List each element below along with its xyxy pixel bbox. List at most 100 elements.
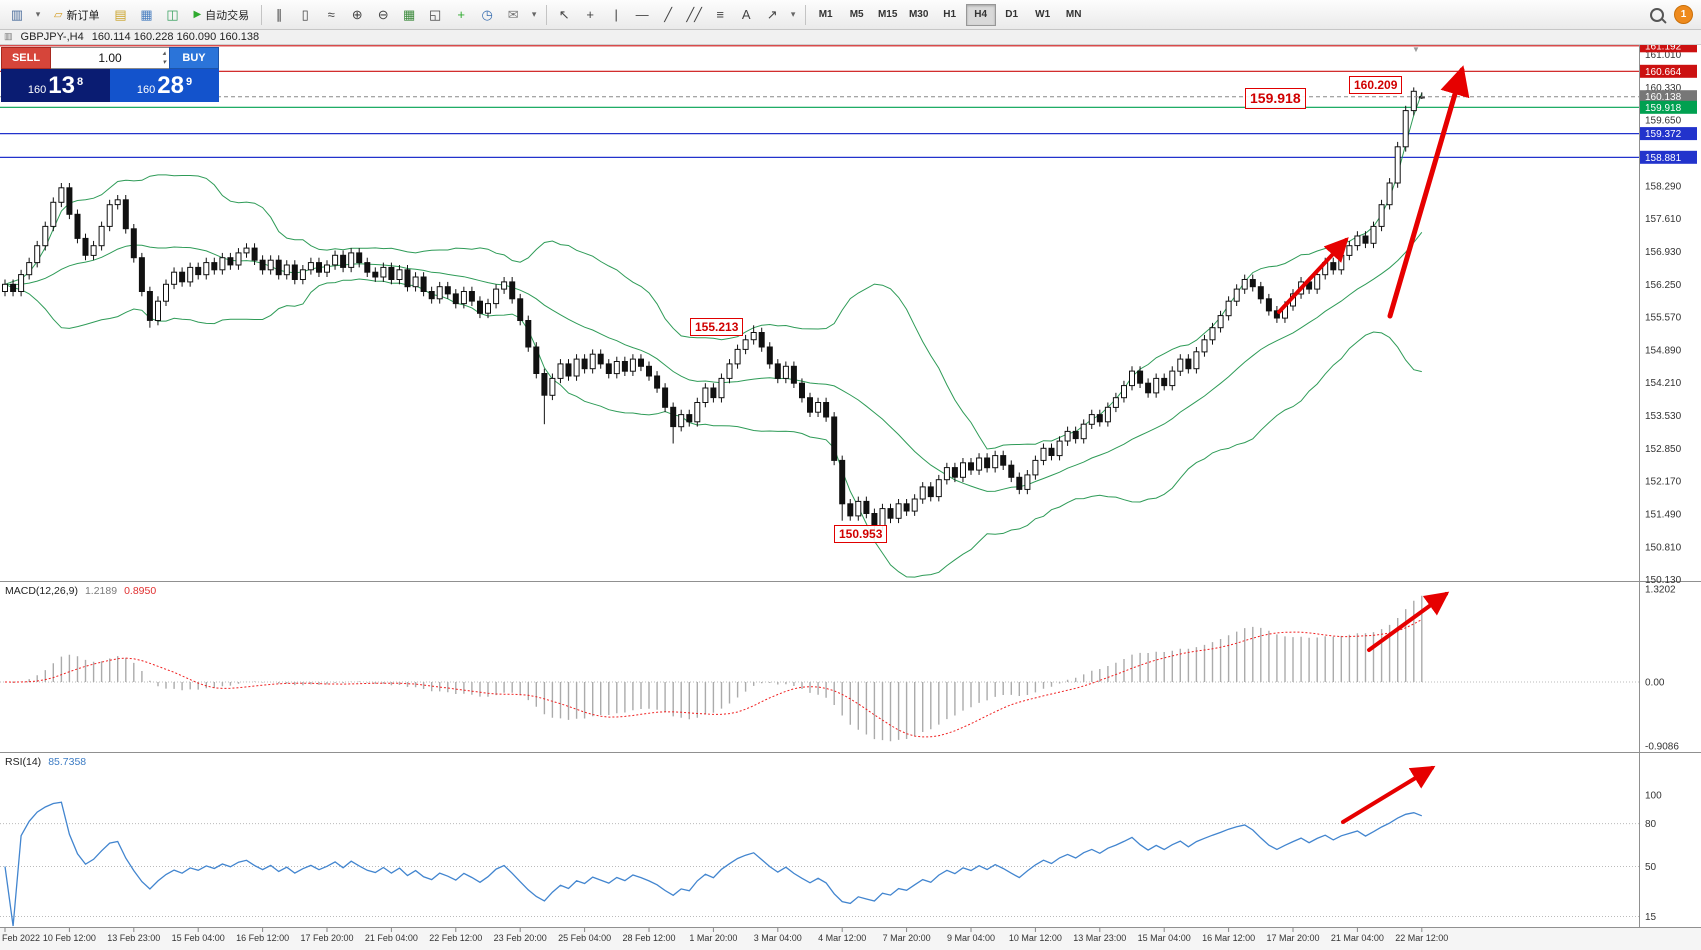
candle [10, 283, 17, 292]
new-chart-dropdown-icon[interactable]: ▾ [35, 9, 41, 19]
candle [1121, 385, 1127, 399]
channel-icon[interactable]: ╱╱ [686, 6, 702, 22]
timeframe-h1[interactable]: H1 [943, 9, 957, 20]
market-watch-icon[interactable]: ▦ [140, 6, 153, 22]
chart-window-title: ▥ GBPJPY-,H4 160.114 160.228 160.090 160… [0, 29, 1701, 45]
time-label: 23 Feb 20:00 [494, 933, 547, 943]
search-button[interactable] [1645, 3, 1669, 27]
price-label: 158.290 [1645, 181, 1682, 192]
time-label: 28 Feb 12:00 [622, 933, 675, 943]
candle [1088, 414, 1095, 425]
time-axis-labels[interactable]: Feb 2022 10 Feb 12:00 13 Feb 23:00 15 Feb 0… [2, 928, 1448, 943]
timeframe-m15[interactable]: M15 [877, 9, 898, 20]
notifications-badge[interactable]: 1 [1674, 5, 1693, 24]
candle [758, 332, 765, 348]
candle [251, 247, 258, 261]
spinner-up-icon[interactable]: ▴ [162, 50, 166, 57]
horizontal-line-icon[interactable]: — [635, 7, 649, 22]
time-axis[interactable] [0, 928, 1701, 950]
macd-main-value: 1.2189 [84, 585, 118, 597]
cursor-icon[interactable]: ↖ [558, 6, 570, 22]
timeframe-m5[interactable]: M5 [849, 9, 864, 20]
candle [525, 320, 532, 348]
candle [396, 269, 403, 280]
timeframe-m30[interactable]: M30 [908, 9, 929, 20]
cascade-windows-icon[interactable]: ◱ [429, 6, 442, 22]
price-axis[interactable]: 161.010 160.330 159.650 158.290 157.610 156.9… [1640, 39, 1697, 586]
price-label: 152.170 [1645, 477, 1682, 488]
profiles-icon[interactable]: ▤ [114, 6, 127, 22]
time-label: 17 Mar 20:00 [1266, 933, 1319, 943]
rsi-axis-label: 50 [1645, 862, 1657, 873]
candle [468, 291, 475, 302]
arrows-tool-icon[interactable]: ↗ [766, 6, 778, 22]
candle [702, 387, 709, 403]
trend-arrow-main[interactable] [1387, 65, 1470, 319]
rsi-axis[interactable]: 100 80 50 15 [1645, 791, 1662, 924]
volume-input[interactable]: 1.00 ▴ ▾ [51, 47, 169, 69]
macd-panel [0, 595, 1639, 742]
candle [428, 291, 435, 300]
zoom-out-icon[interactable]: ⊖ [377, 6, 389, 22]
zoom-in-icon[interactable]: ⊕ [351, 6, 363, 22]
candle [533, 346, 540, 374]
macd-arrow[interactable] [1367, 591, 1450, 652]
new-chart-icon[interactable]: ▥ [10, 6, 24, 22]
timeframe-mn[interactable]: MN [1065, 9, 1082, 20]
svg-text:161.192: 161.192 [1645, 41, 1682, 52]
vertical-line-icon[interactable]: | [614, 7, 618, 22]
line-chart-icon[interactable]: ≈ [327, 7, 335, 22]
candlestick-icon[interactable]: ▯ [301, 6, 309, 22]
price-callout[interactable]: 159.918 [1245, 88, 1306, 109]
data-window-icon[interactable]: ◫ [166, 6, 179, 22]
candle [460, 291, 467, 305]
rsi-arrow[interactable] [1341, 765, 1436, 824]
buy-button[interactable]: BUY [169, 47, 219, 69]
objects-dropdown-icon[interactable]: ▾ [790, 9, 796, 19]
time-label: 9 Mar 04:00 [947, 933, 995, 943]
periods-clock-icon[interactable]: ◷ [481, 6, 493, 22]
timeframe-m1[interactable]: M1 [818, 9, 833, 20]
candle [1273, 310, 1280, 319]
price-callout[interactable]: 160.209 [1349, 76, 1403, 94]
timeframe-d1[interactable]: D1 [1005, 9, 1019, 20]
macd-axis[interactable]: 1.3202 0.00 -0.9086 [1645, 585, 1679, 753]
trend-arrow-mid[interactable] [1277, 237, 1349, 314]
indicators-add-icon[interactable]: + [457, 7, 465, 22]
timeframe-w1[interactable]: W1 [1035, 9, 1051, 20]
candle [968, 462, 974, 471]
crosshair-icon[interactable]: + [586, 7, 594, 22]
candle [895, 503, 902, 519]
candle [654, 375, 661, 389]
price-tag [1640, 64, 1697, 78]
sell-button[interactable]: SELL [1, 47, 51, 69]
price-callout[interactable]: 155.213 [690, 318, 744, 336]
macd-signal-value: 0.8950 [124, 585, 157, 597]
price-callout[interactable]: 150.953 [834, 525, 888, 543]
volume-spinner[interactable]: ▴ ▾ [162, 49, 166, 67]
new-order-button[interactable]: ▱ 新订单 [47, 3, 106, 27]
time-label: 13 Feb 23:00 [107, 933, 160, 943]
spinner-down-icon[interactable]: ▾ [162, 59, 166, 66]
candle [26, 262, 33, 276]
chart-shift-marker-icon[interactable]: ▼ [1412, 45, 1420, 54]
trendline-icon[interactable]: ╱ [664, 6, 673, 22]
trend-arrows[interactable] [1277, 65, 1470, 824]
fibonacci-icon[interactable]: ≡ [716, 7, 724, 22]
candle [1354, 235, 1361, 247]
candle [992, 455, 999, 469]
templates-dropdown-icon[interactable]: ▾ [531, 9, 537, 19]
buy-price[interactable]: 160 28 9 [110, 69, 219, 102]
autotrade-button[interactable]: ▶ 自动交易 [186, 3, 256, 27]
text-icon[interactable]: A [741, 7, 751, 22]
horizontal-lines[interactable] [0, 45, 1639, 158]
tile-windows-icon[interactable]: ▦ [403, 6, 416, 22]
candle [766, 346, 773, 365]
sell-price[interactable]: 160 13 8 [1, 69, 110, 102]
templates-mail-icon[interactable]: ✉ [507, 6, 519, 22]
candle [1064, 430, 1071, 442]
timeframe-h4[interactable]: H4 [965, 3, 996, 26]
panel-separators [0, 44, 1701, 928]
bar-chart-icon[interactable]: ∥ [275, 6, 283, 22]
